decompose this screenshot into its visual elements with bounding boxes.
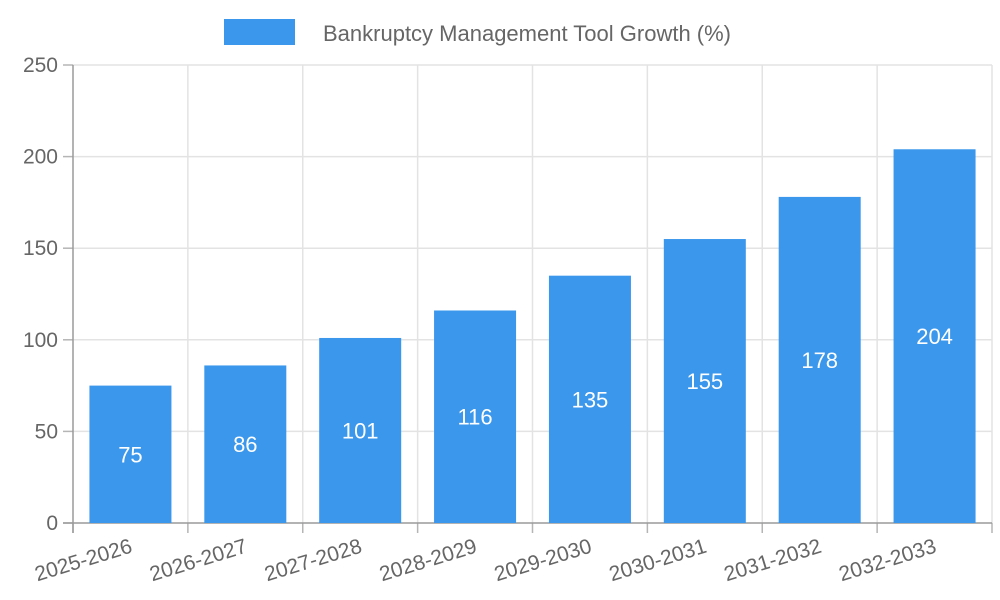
- x-tick-label: 2027-2028: [262, 535, 365, 586]
- x-tick-label: 2032-2033: [836, 535, 939, 586]
- bar[interactable]: [319, 337, 402, 523]
- bar-value-label: 178: [801, 348, 838, 373]
- x-tick-label: 2030-2031: [607, 535, 710, 586]
- bar-value-label: 204: [916, 324, 953, 349]
- bar-value-label: 155: [686, 369, 723, 394]
- plot-area: 0 50 100 150 200 250 75 86 101 116 135 155 178 204 202…: [23, 54, 993, 586]
- y-tick-label: 0: [46, 512, 58, 535]
- bar-value-label: 116: [458, 405, 493, 430]
- bar[interactable]: [89, 385, 172, 523]
- x-tick-label: 2028-2029: [377, 535, 480, 586]
- bar[interactable]: [778, 196, 861, 524]
- bar[interactable]: [434, 310, 517, 523]
- x-tick-label: 2025-2026: [32, 535, 135, 586]
- y-tick-label: 200: [23, 146, 58, 169]
- bar-value-label: 75: [118, 442, 142, 467]
- bar-value-label: 101: [342, 418, 379, 443]
- y-tick-label: 50: [35, 420, 58, 443]
- y-tick-label: 100: [23, 329, 58, 352]
- x-tick-label: 2029-2030: [492, 535, 595, 586]
- bar[interactable]: [663, 239, 746, 524]
- legend-label[interactable]: Bankruptcy Management Tool Growth (%): [323, 21, 731, 46]
- bar[interactable]: [204, 365, 287, 523]
- y-tick-label: 250: [23, 54, 58, 77]
- legend: Bankruptcy Management Tool Growth (%): [224, 19, 731, 46]
- x-tick-label: 2026-2027: [147, 535, 250, 586]
- bar-value-label: 86: [233, 432, 257, 457]
- bar[interactable]: [548, 275, 631, 523]
- y-tick-label: 150: [23, 237, 58, 260]
- legend-swatch[interactable]: [224, 19, 295, 45]
- bar[interactable]: [893, 149, 976, 523]
- bar-value-label: 135: [572, 387, 609, 412]
- x-tick-label: 2031-2032: [721, 535, 824, 586]
